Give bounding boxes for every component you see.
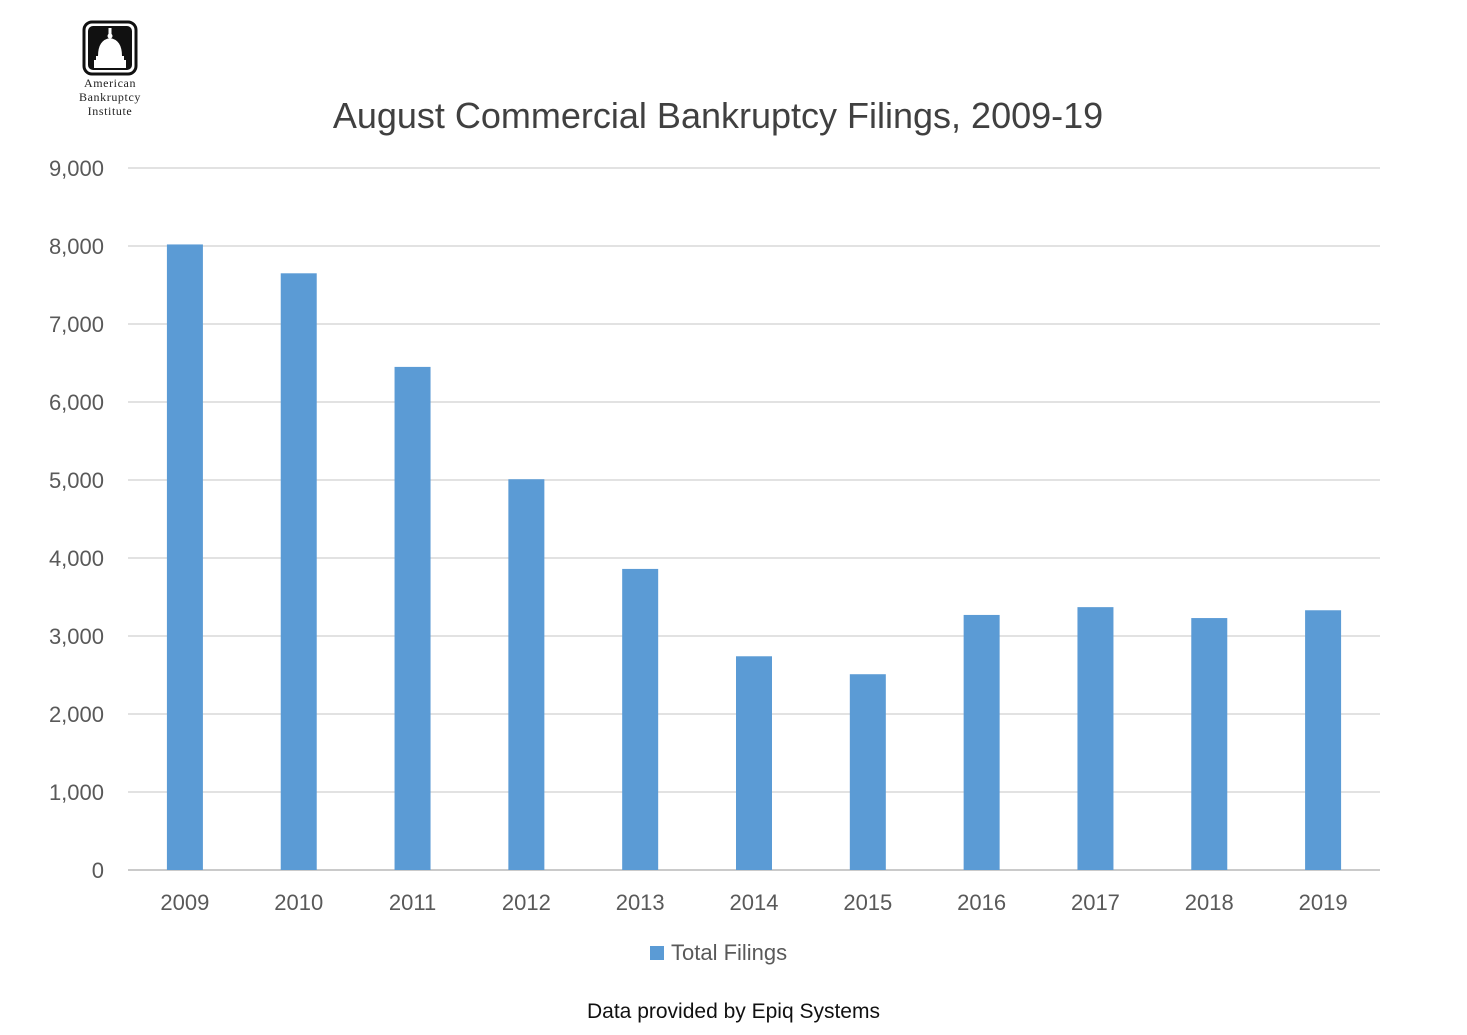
bar-2015 [849, 674, 886, 870]
x-tick-label-2009: 2009 [160, 890, 209, 915]
capitol-dome-icon [82, 20, 138, 76]
x-tick-label-2016: 2016 [957, 890, 1006, 915]
y-tick-label: 1,000 [49, 780, 104, 805]
y-tick-label: 9,000 [49, 156, 104, 181]
y-tick-label: 3,000 [49, 624, 104, 649]
logo-text-line-3: Institute [87, 104, 133, 118]
bar-2019 [1305, 610, 1342, 870]
y-tick-label: 0 [92, 858, 104, 883]
bar-2012 [508, 479, 545, 870]
logo-text-line-2: Bankruptcy [79, 90, 141, 104]
bar-2014 [736, 656, 772, 870]
bar-2010 [280, 273, 317, 870]
bar-2016 [963, 614, 1000, 870]
chart-title: August Commercial Bankruptcy Filings, 20… [333, 95, 1103, 136]
x-tick-label-2011: 2011 [389, 890, 436, 915]
x-tick-label-2012: 2012 [502, 890, 551, 915]
legend-label-total-filings: Total Filings [671, 940, 787, 965]
bar-2011 [394, 366, 431, 870]
x-tick-label-2017: 2017 [1071, 890, 1120, 915]
bar-chart: August Commercial Bankruptcy Filings, 20… [49, 95, 1380, 965]
x-tick-label-2014: 2014 [730, 890, 779, 915]
x-tick-label-2013: 2013 [616, 890, 665, 915]
bar-2017 [1077, 607, 1114, 870]
y-tick-label: 5,000 [49, 468, 104, 493]
logo: American Bankruptcy Institute [50, 20, 170, 118]
y-tick-label: 7,000 [49, 312, 104, 337]
x-axis-tick-labels: 2009 2010 2011 2012 2013 2014 2015 2016 2017 2018… [160, 890, 1347, 915]
legend-swatch [650, 946, 664, 960]
x-tick-label-2015: 2015 [843, 890, 892, 915]
y-tick-label: 2,000 [49, 702, 104, 727]
data-source-note: Data provided by Epiq Systems [587, 1000, 880, 1023]
x-tick-label-2010: 2010 [274, 890, 323, 915]
y-tick-label: 4,000 [49, 546, 104, 571]
y-axis-tick-labels: 0 1,000 2,000 3,000 4,000 5,000 6,000 7,000 8,00… [49, 156, 104, 883]
x-tick-label-2018: 2018 [1185, 890, 1234, 915]
bars [166, 244, 1342, 870]
legend: Total Filings [650, 940, 787, 965]
y-tick-label: 8,000 [49, 234, 104, 259]
x-tick-label-2019: 2019 [1299, 890, 1348, 915]
y-tick-label: 6,000 [49, 390, 104, 415]
logo-text-line-1: American [83, 76, 137, 90]
bar-2009 [166, 244, 203, 870]
bar-2018 [1191, 618, 1228, 870]
bar-2013 [622, 568, 659, 870]
